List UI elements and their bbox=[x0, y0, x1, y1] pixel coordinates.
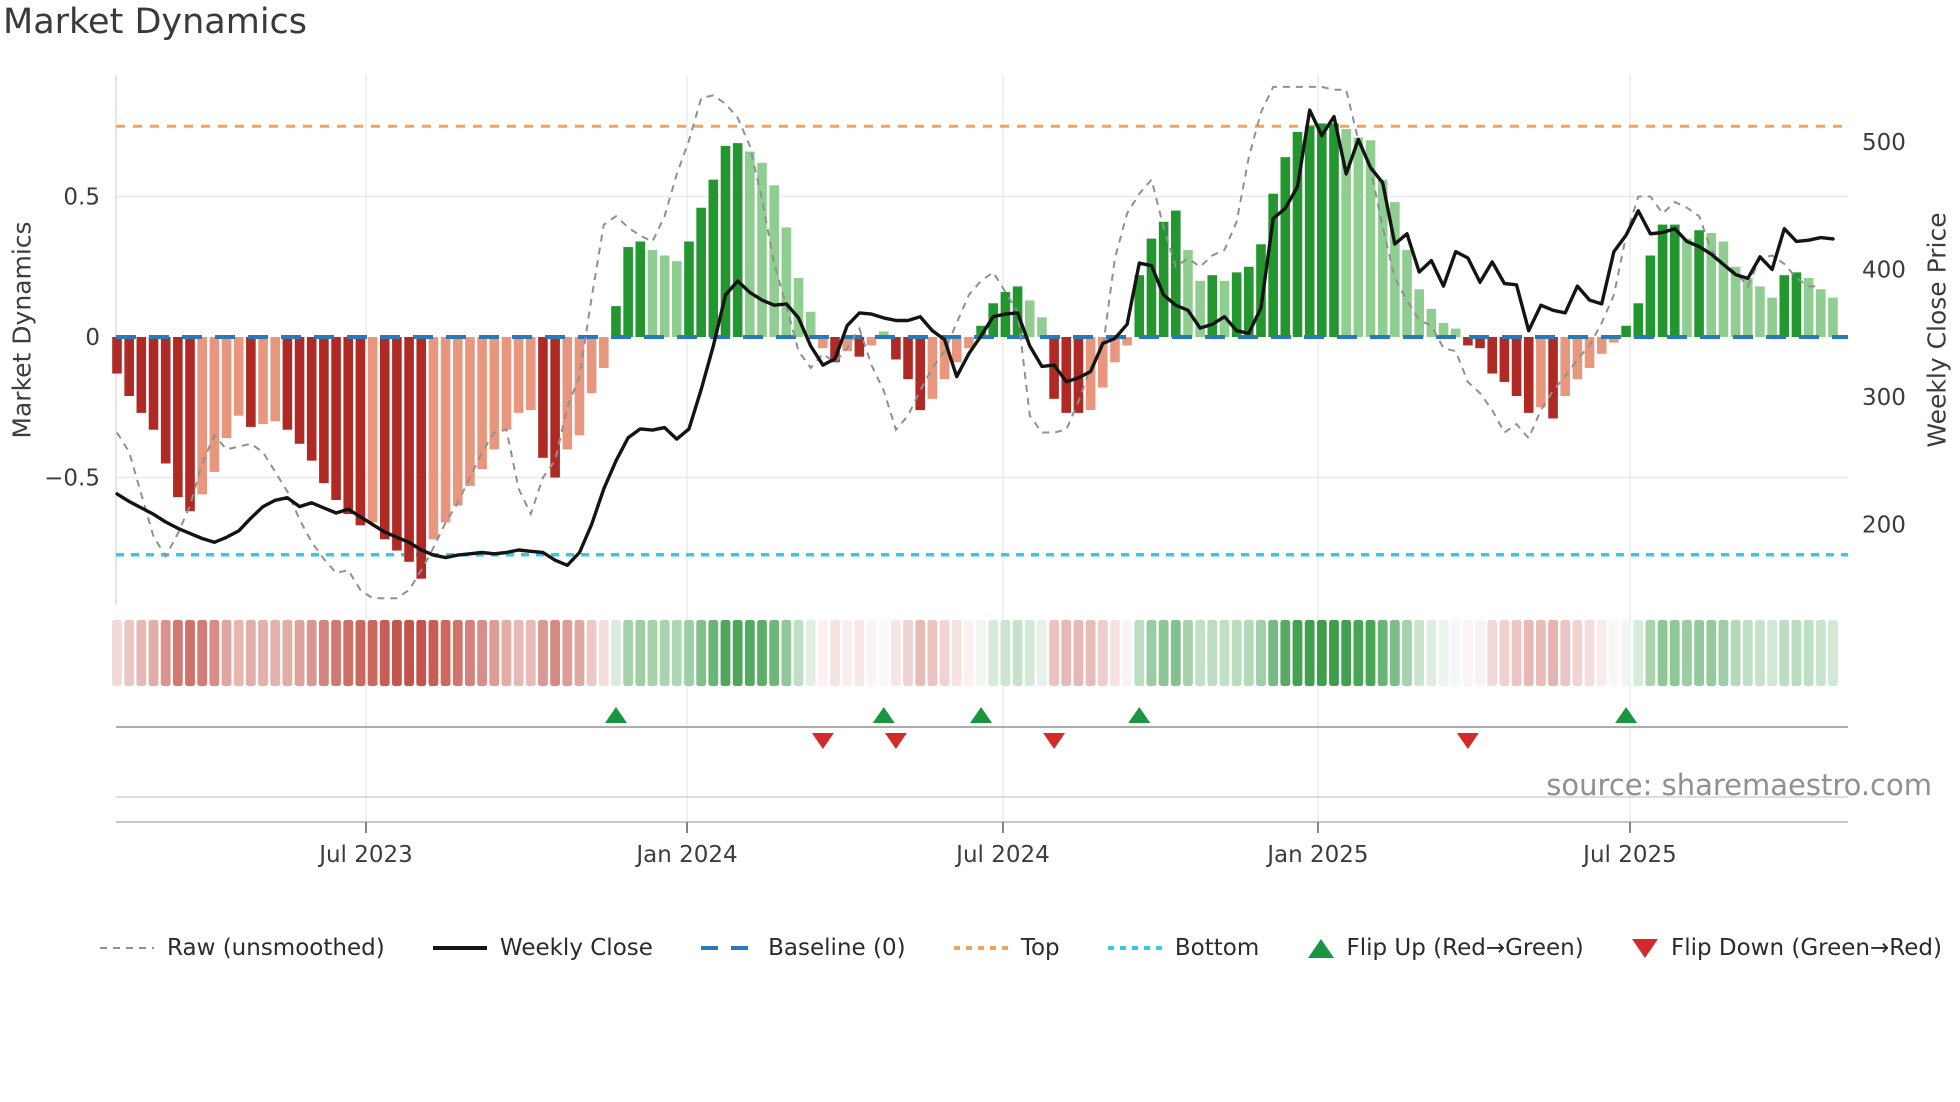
baseline-legend-icon bbox=[701, 946, 756, 950]
legend-label: Raw (unsmoothed) bbox=[167, 935, 385, 961]
legend-item-flip-up: Flip Up (Red→Green) bbox=[1307, 935, 1584, 961]
y-right-tick-label: 500 bbox=[1862, 130, 1906, 156]
flip-up-icon bbox=[970, 707, 993, 723]
raw-legend-icon bbox=[100, 946, 154, 950]
flip-up-icon bbox=[1615, 707, 1638, 723]
legend-label: Top bbox=[1020, 935, 1060, 961]
y-right-tick-label: 300 bbox=[1862, 385, 1906, 411]
weekly-close-line bbox=[115, 108, 1835, 567]
legend-label: Bottom bbox=[1174, 935, 1260, 961]
legend-item-bottom: Bottom bbox=[1107, 935, 1260, 961]
top-legend-icon bbox=[953, 946, 1008, 950]
y-left-tick-label: −0.5 bbox=[44, 466, 100, 492]
weekly-close-legend-icon bbox=[432, 946, 487, 950]
flip-down-markers bbox=[811, 733, 1479, 749]
y-axis-right-ticks: 500 400 300 200 bbox=[1862, 130, 1906, 539]
flip-down-icon bbox=[884, 733, 907, 749]
y-axis-left-ticks: 0.5 0 −0.5 bbox=[44, 185, 100, 492]
legend-label: Weekly Close bbox=[499, 935, 653, 961]
y-left-tick-label: 0 bbox=[85, 325, 100, 351]
bottom-legend-icon bbox=[1107, 946, 1162, 950]
y-right-tick-label: 200 bbox=[1862, 513, 1906, 539]
flip-down-icon bbox=[811, 733, 834, 749]
legend-item-top: Top bbox=[953, 935, 1060, 961]
legend-label: Baseline (0) bbox=[768, 935, 906, 961]
flip-up-markers bbox=[604, 707, 1638, 723]
legend-label: Flip Up (Red→Green) bbox=[1346, 935, 1584, 961]
heatmap-strip bbox=[112, 620, 1838, 686]
raw-line bbox=[116, 85, 1821, 600]
flip-up-icon bbox=[1128, 707, 1151, 723]
flip-down-icon bbox=[1043, 733, 1066, 749]
x-tick-label: Jul 2023 bbox=[317, 842, 413, 868]
legend-label: Flip Down (Green→Red) bbox=[1670, 935, 1942, 961]
x-axis-ticks: Jul 2023 Jan 2024 Jul 2024 Jan 2025 Jul 2025 bbox=[317, 822, 1677, 868]
x-tick-label: Jul 2024 bbox=[954, 842, 1050, 868]
chart-title: Market Dynamics bbox=[3, 2, 308, 42]
source-credit: source: sharemaestro.com bbox=[1546, 768, 1932, 802]
y-right-tick-label: 400 bbox=[1862, 258, 1906, 284]
legend-item-weekly-close: Weekly Close bbox=[432, 935, 653, 961]
x-tick-label: Jan 2025 bbox=[1265, 842, 1368, 868]
oscillator-bars bbox=[112, 123, 1838, 579]
y-left-tick-label: 0.5 bbox=[63, 185, 100, 211]
flip-up-icon bbox=[872, 707, 895, 723]
x-tick-label: Jan 2024 bbox=[634, 842, 737, 868]
flip-down-icon bbox=[1456, 733, 1479, 749]
flip-up-legend-icon bbox=[1307, 938, 1334, 958]
chart-legend: Raw (unsmoothed) Weekly Close Baseline (0)… bbox=[100, 924, 1942, 972]
legend-item-baseline: Baseline (0) bbox=[701, 935, 906, 961]
flip-up-icon bbox=[604, 707, 627, 723]
legend-item-flip-down: Flip Down (Green→Red) bbox=[1631, 935, 1942, 961]
flip-down-legend-icon bbox=[1631, 938, 1658, 958]
legend-item-raw: Raw (unsmoothed) bbox=[100, 935, 385, 961]
x-tick-label: Jul 2025 bbox=[1581, 842, 1677, 868]
